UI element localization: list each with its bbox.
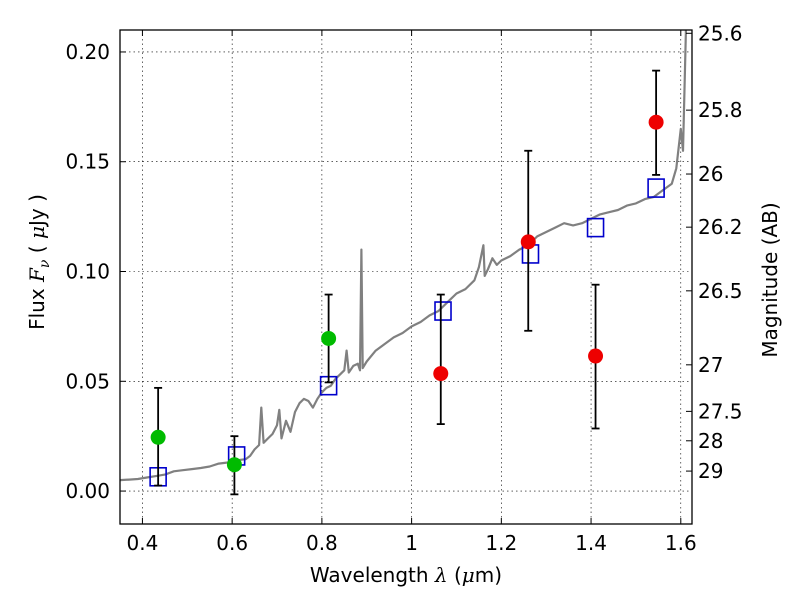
x-tick-label: 0.6 [216, 531, 248, 555]
x-tick-label: 0.8 [306, 531, 338, 555]
x-axis-label: Wavelength λ (μm) [310, 563, 502, 587]
plot-frame [119, 29, 693, 525]
model-photometry-square [586, 217, 605, 238]
right-tick-label: 26.2 [698, 215, 743, 239]
right-tick-label: 27.5 [698, 399, 743, 423]
y-tick-label: 0.05 [65, 369, 110, 393]
x-tick-label: 1.2 [485, 531, 517, 555]
x-tick-label: 1 [405, 531, 418, 555]
right-tick-label: 27 [698, 353, 723, 377]
observed-point [433, 366, 449, 382]
observed-point [520, 234, 536, 250]
right-axis-label: Magnitude (AB) [758, 202, 782, 357]
grid-lines [120, 30, 692, 524]
x-tick-label: 0.4 [127, 531, 159, 555]
y-axis-label: Flux Fν ( μJy ) [25, 194, 53, 330]
observed-point [648, 114, 664, 130]
x-tick-label: 1.6 [665, 531, 697, 555]
right-tick-label: 25.6 [698, 21, 743, 45]
observed-point [321, 330, 337, 346]
right-tick-label: 29 [698, 459, 723, 483]
right-tick-label: 26.5 [698, 279, 743, 303]
observed-point [226, 457, 242, 473]
x-tick-label: 1.4 [575, 531, 607, 555]
axis-ticks: 0.4 0.6 0.8 1 1.2 1.4 1.6 0.00 0.05 0.10 0.15 0.20 2… [65, 21, 742, 555]
model-photometry-square [434, 301, 452, 321]
observed-point [150, 429, 166, 445]
model-spectrum-line [120, 30, 690, 482]
model-photometry-square [647, 178, 665, 198]
right-tick-label: 25.8 [698, 98, 743, 122]
right-tick-label: 28 [698, 429, 723, 453]
y-tick-label: 0.15 [65, 150, 110, 174]
observed-point [588, 348, 604, 364]
y-tick-label: 0.10 [65, 260, 110, 284]
y-tick-label: 0.00 [65, 479, 110, 503]
y-tick-label: 0.20 [65, 40, 110, 64]
right-tick-label: 26 [698, 162, 723, 186]
